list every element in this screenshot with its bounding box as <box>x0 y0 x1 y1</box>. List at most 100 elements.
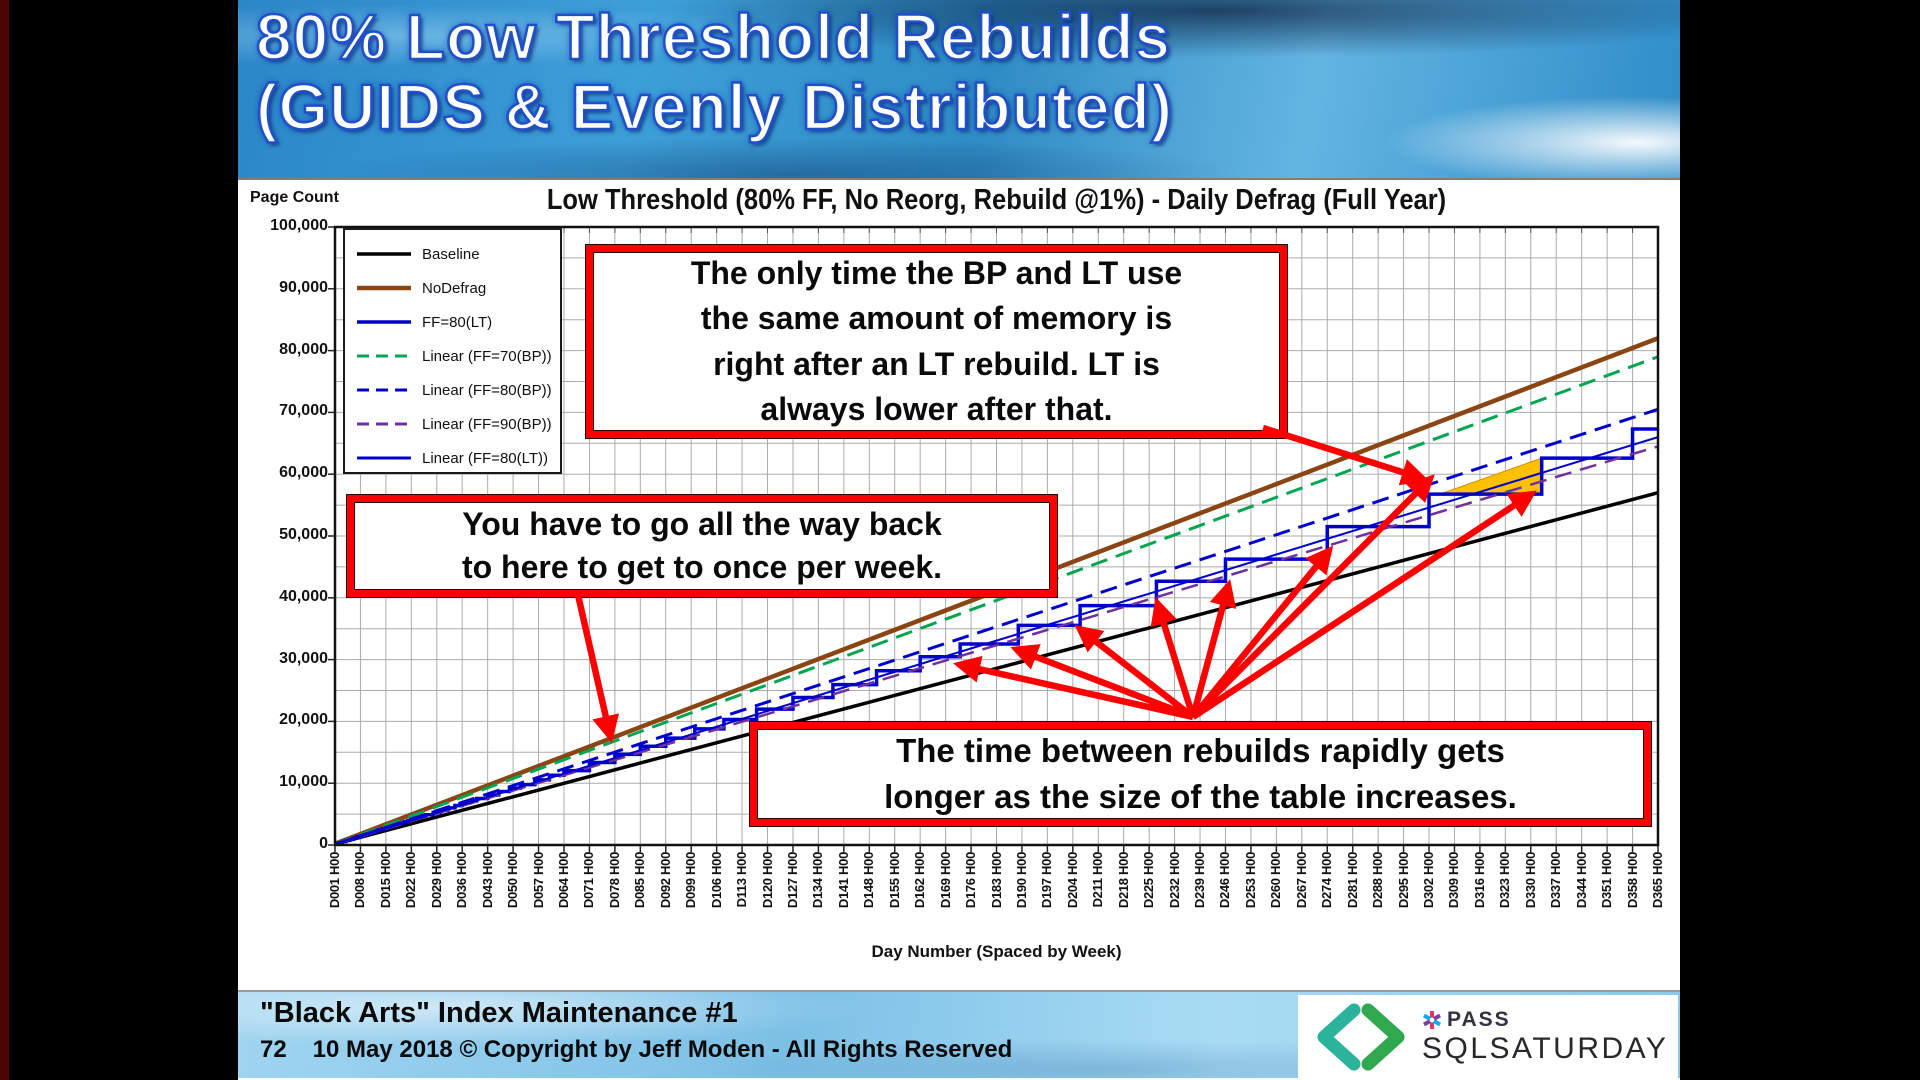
x-tick-label: D351 H00 <box>1599 852 1615 909</box>
x-tick-label: D309 H00 <box>1446 852 1462 909</box>
slide-title-banner: 80% Low Threshold Rebuilds (GUIDS & Even… <box>238 0 1680 180</box>
left-edge-strip <box>0 0 9 1080</box>
x-tick-label: D155 H00 <box>886 852 902 909</box>
legend-swatch <box>357 285 411 291</box>
x-tick-label: D204 H00 <box>1064 852 1080 909</box>
y-tick-label: 20,000 <box>279 711 328 729</box>
x-tick-label: D281 H00 <box>1344 852 1360 909</box>
legend-swatch <box>357 456 411 460</box>
footer-presentation-title: "Black Arts" Index Maintenance #1 <box>260 997 738 1029</box>
legend-label: FF=80(LT) <box>422 313 493 331</box>
x-tick-label: D169 H00 <box>937 852 953 909</box>
x-tick-label: D106 H00 <box>708 852 724 909</box>
slide-title-line1: 80% Low Threshold Rebuilds <box>255 0 1172 73</box>
x-tick-label: D323 H00 <box>1497 852 1513 909</box>
x-tick-label: D253 H00 <box>1242 852 1258 909</box>
legend-swatch <box>357 388 411 392</box>
chart-area: Page Count Low Threshold (80% FF, No Reo… <box>238 180 1680 992</box>
x-tick-label: D288 H00 <box>1370 852 1386 909</box>
x-tick-label: D162 H00 <box>912 852 928 909</box>
x-tick-label: D183 H00 <box>988 852 1004 909</box>
y-tick-label: 100,000 <box>270 217 328 234</box>
x-tick-label: D099 H00 <box>683 852 699 909</box>
y-tick-label: 10,000 <box>279 773 328 791</box>
y-tick-label: 30,000 <box>279 649 328 667</box>
x-tick-label: D078 H00 <box>606 852 622 909</box>
slide-title: 80% Low Threshold Rebuilds (GUIDS & Even… <box>255 0 1174 144</box>
pass-wordmark: PASS <box>1447 1007 1511 1031</box>
footer-copyright-text: 10 May 2018 © Copyright by Jeff Moden - … <box>312 1036 1013 1063</box>
x-tick-label: D260 H00 <box>1268 852 1284 909</box>
x-tick-label: D218 H00 <box>1115 852 1131 909</box>
series-Linear (FF=70(BP)) <box>334 355 1659 846</box>
footer-page-number: 72 <box>260 1036 287 1063</box>
x-axis-title: Day Number (Spaced by Week) <box>871 942 1122 961</box>
slide-footer: "Black Arts" Index Maintenance #1 72 10 … <box>238 992 1680 1078</box>
x-tick-label: D239 H00 <box>1192 852 1208 909</box>
callout-once-per-week: You have to go all the way back to here … <box>347 495 1057 597</box>
x-tick-label: D120 H00 <box>759 852 775 909</box>
legend-item: Linear (FF=80(BP)) <box>355 373 560 407</box>
x-tick-label: D337 H00 <box>1548 852 1564 909</box>
y-tick-label: 80,000 <box>279 340 328 358</box>
x-tick-label: D246 H00 <box>1217 852 1233 909</box>
x-tick-label: D344 H00 <box>1573 852 1589 909</box>
callout-bp-lt-memory: The only time the BP and LT use the same… <box>586 245 1287 438</box>
x-tick-label: D365 H00 <box>1650 852 1665 909</box>
x-tick-label: D190 H00 <box>1013 852 1029 909</box>
callout-time-between-rebuilds: The time between rebuilds rapidly gets l… <box>750 722 1651 826</box>
x-tick-label: D043 H00 <box>479 852 495 909</box>
y-tick-label: 90,000 <box>279 278 328 296</box>
x-tick-label: D176 H00 <box>963 852 979 909</box>
x-tick-label: D232 H00 <box>1166 852 1182 909</box>
y-tick-label: 70,000 <box>279 402 328 420</box>
x-tick-label: D302 H00 <box>1421 852 1437 909</box>
x-tick-label: D057 H00 <box>530 852 546 909</box>
y-tick-label: 50,000 <box>279 526 328 543</box>
y-tick-label: 40,000 <box>279 587 328 605</box>
series-Linear (FF=80(BP)) <box>334 407 1659 846</box>
sqlsaturday-wordmark: SQLSATURDAY <box>1422 1031 1669 1065</box>
pass-asterisk-icon <box>1423 1010 1441 1029</box>
chart-legend: Baseline NoDefrag FF=80(LT) Linear (FF=70(B… <box>343 228 562 474</box>
x-tick-label: D113 H00 <box>734 852 750 908</box>
pass-row: PASS <box>1422 1008 1668 1032</box>
x-tick-label: D330 H00 <box>1522 852 1538 909</box>
legend-item: NoDefrag <box>355 271 560 305</box>
x-tick-label: D029 H00 <box>428 852 444 909</box>
x-tick-label: D001 H00 <box>327 852 342 909</box>
x-tick-label: D211 H00 <box>1090 852 1106 908</box>
x-tick-label: D225 H00 <box>1141 852 1157 909</box>
legend-label: Linear (FF=80(LT)) <box>422 449 549 467</box>
y-axis-title: Page Count <box>250 189 339 206</box>
footer-copyright-line: 72 10 May 2018 © Copyright by Jeff Moden… <box>260 1036 1012 1064</box>
legend-item: Linear (FF=80(LT)) <box>355 441 560 475</box>
legend-swatch <box>357 354 411 358</box>
plot-border <box>333 225 1660 847</box>
slide-title-line2: (GUIDS & Evenly Distributed) <box>255 71 1174 144</box>
x-tick-label: D141 H00 <box>835 852 851 909</box>
legend-label: Linear (FF=70(BP)) <box>422 347 552 365</box>
x-tick-label: D358 H00 <box>1624 852 1640 909</box>
x-tick-label: D071 H00 <box>581 852 597 909</box>
presentation-slide: 80% Low Threshold Rebuilds (GUIDS & Even… <box>238 0 1680 1080</box>
x-tick-label: D316 H00 <box>1471 852 1487 909</box>
legend-item: Linear (FF=70(BP)) <box>355 339 560 373</box>
chart-title: Low Threshold (80% FF, No Reorg, Rebuild… <box>546 184 1447 216</box>
x-tick-label: D008 H00 <box>352 852 368 909</box>
x-tick-label: D050 H00 <box>505 852 521 909</box>
legend-label: Linear (FF=90(BP)) <box>422 415 552 433</box>
legend-swatch <box>357 320 411 324</box>
legend-swatch <box>357 252 411 256</box>
x-tick-label: D127 H00 <box>784 852 800 909</box>
x-tick-label: D085 H00 <box>632 852 648 909</box>
x-tick-label: D092 H00 <box>657 852 673 909</box>
y-tick-label: 0 <box>319 835 328 852</box>
x-tick-label: D036 H00 <box>454 852 470 909</box>
legend-item: Baseline <box>355 237 560 271</box>
x-tick-label: D267 H00 <box>1293 852 1309 909</box>
code-brackets-icon <box>1317 1003 1405 1070</box>
x-tick-label: D148 H00 <box>861 852 877 909</box>
legend-label: NoDefrag <box>422 279 487 297</box>
